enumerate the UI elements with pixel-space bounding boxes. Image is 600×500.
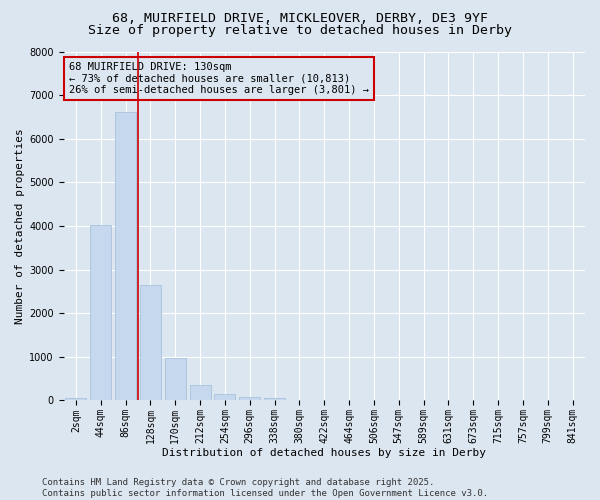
Text: Size of property relative to detached houses in Derby: Size of property relative to detached ho… [88, 24, 512, 37]
Bar [264, 398, 285, 400]
Bar [214, 394, 235, 400]
Text: Contains HM Land Registry data © Crown copyright and database right 2025.
Contai: Contains HM Land Registry data © Crown c… [42, 478, 488, 498]
Text: 68, MUIRFIELD DRIVE, MICKLEOVER, DERBY, DE3 9YF: 68, MUIRFIELD DRIVE, MICKLEOVER, DERBY, … [112, 12, 488, 26]
Bar [165, 358, 186, 401]
Bar [239, 397, 260, 400]
Bar [65, 398, 86, 400]
Bar [140, 285, 161, 401]
Bar [90, 225, 112, 400]
Y-axis label: Number of detached properties: Number of detached properties [15, 128, 25, 324]
X-axis label: Distribution of detached houses by size in Derby: Distribution of detached houses by size … [162, 448, 486, 458]
Bar [115, 112, 136, 401]
Bar [190, 384, 211, 400]
Text: 68 MUIRFIELD DRIVE: 130sqm
← 73% of detached houses are smaller (10,813)
26% of : 68 MUIRFIELD DRIVE: 130sqm ← 73% of deta… [69, 62, 369, 95]
